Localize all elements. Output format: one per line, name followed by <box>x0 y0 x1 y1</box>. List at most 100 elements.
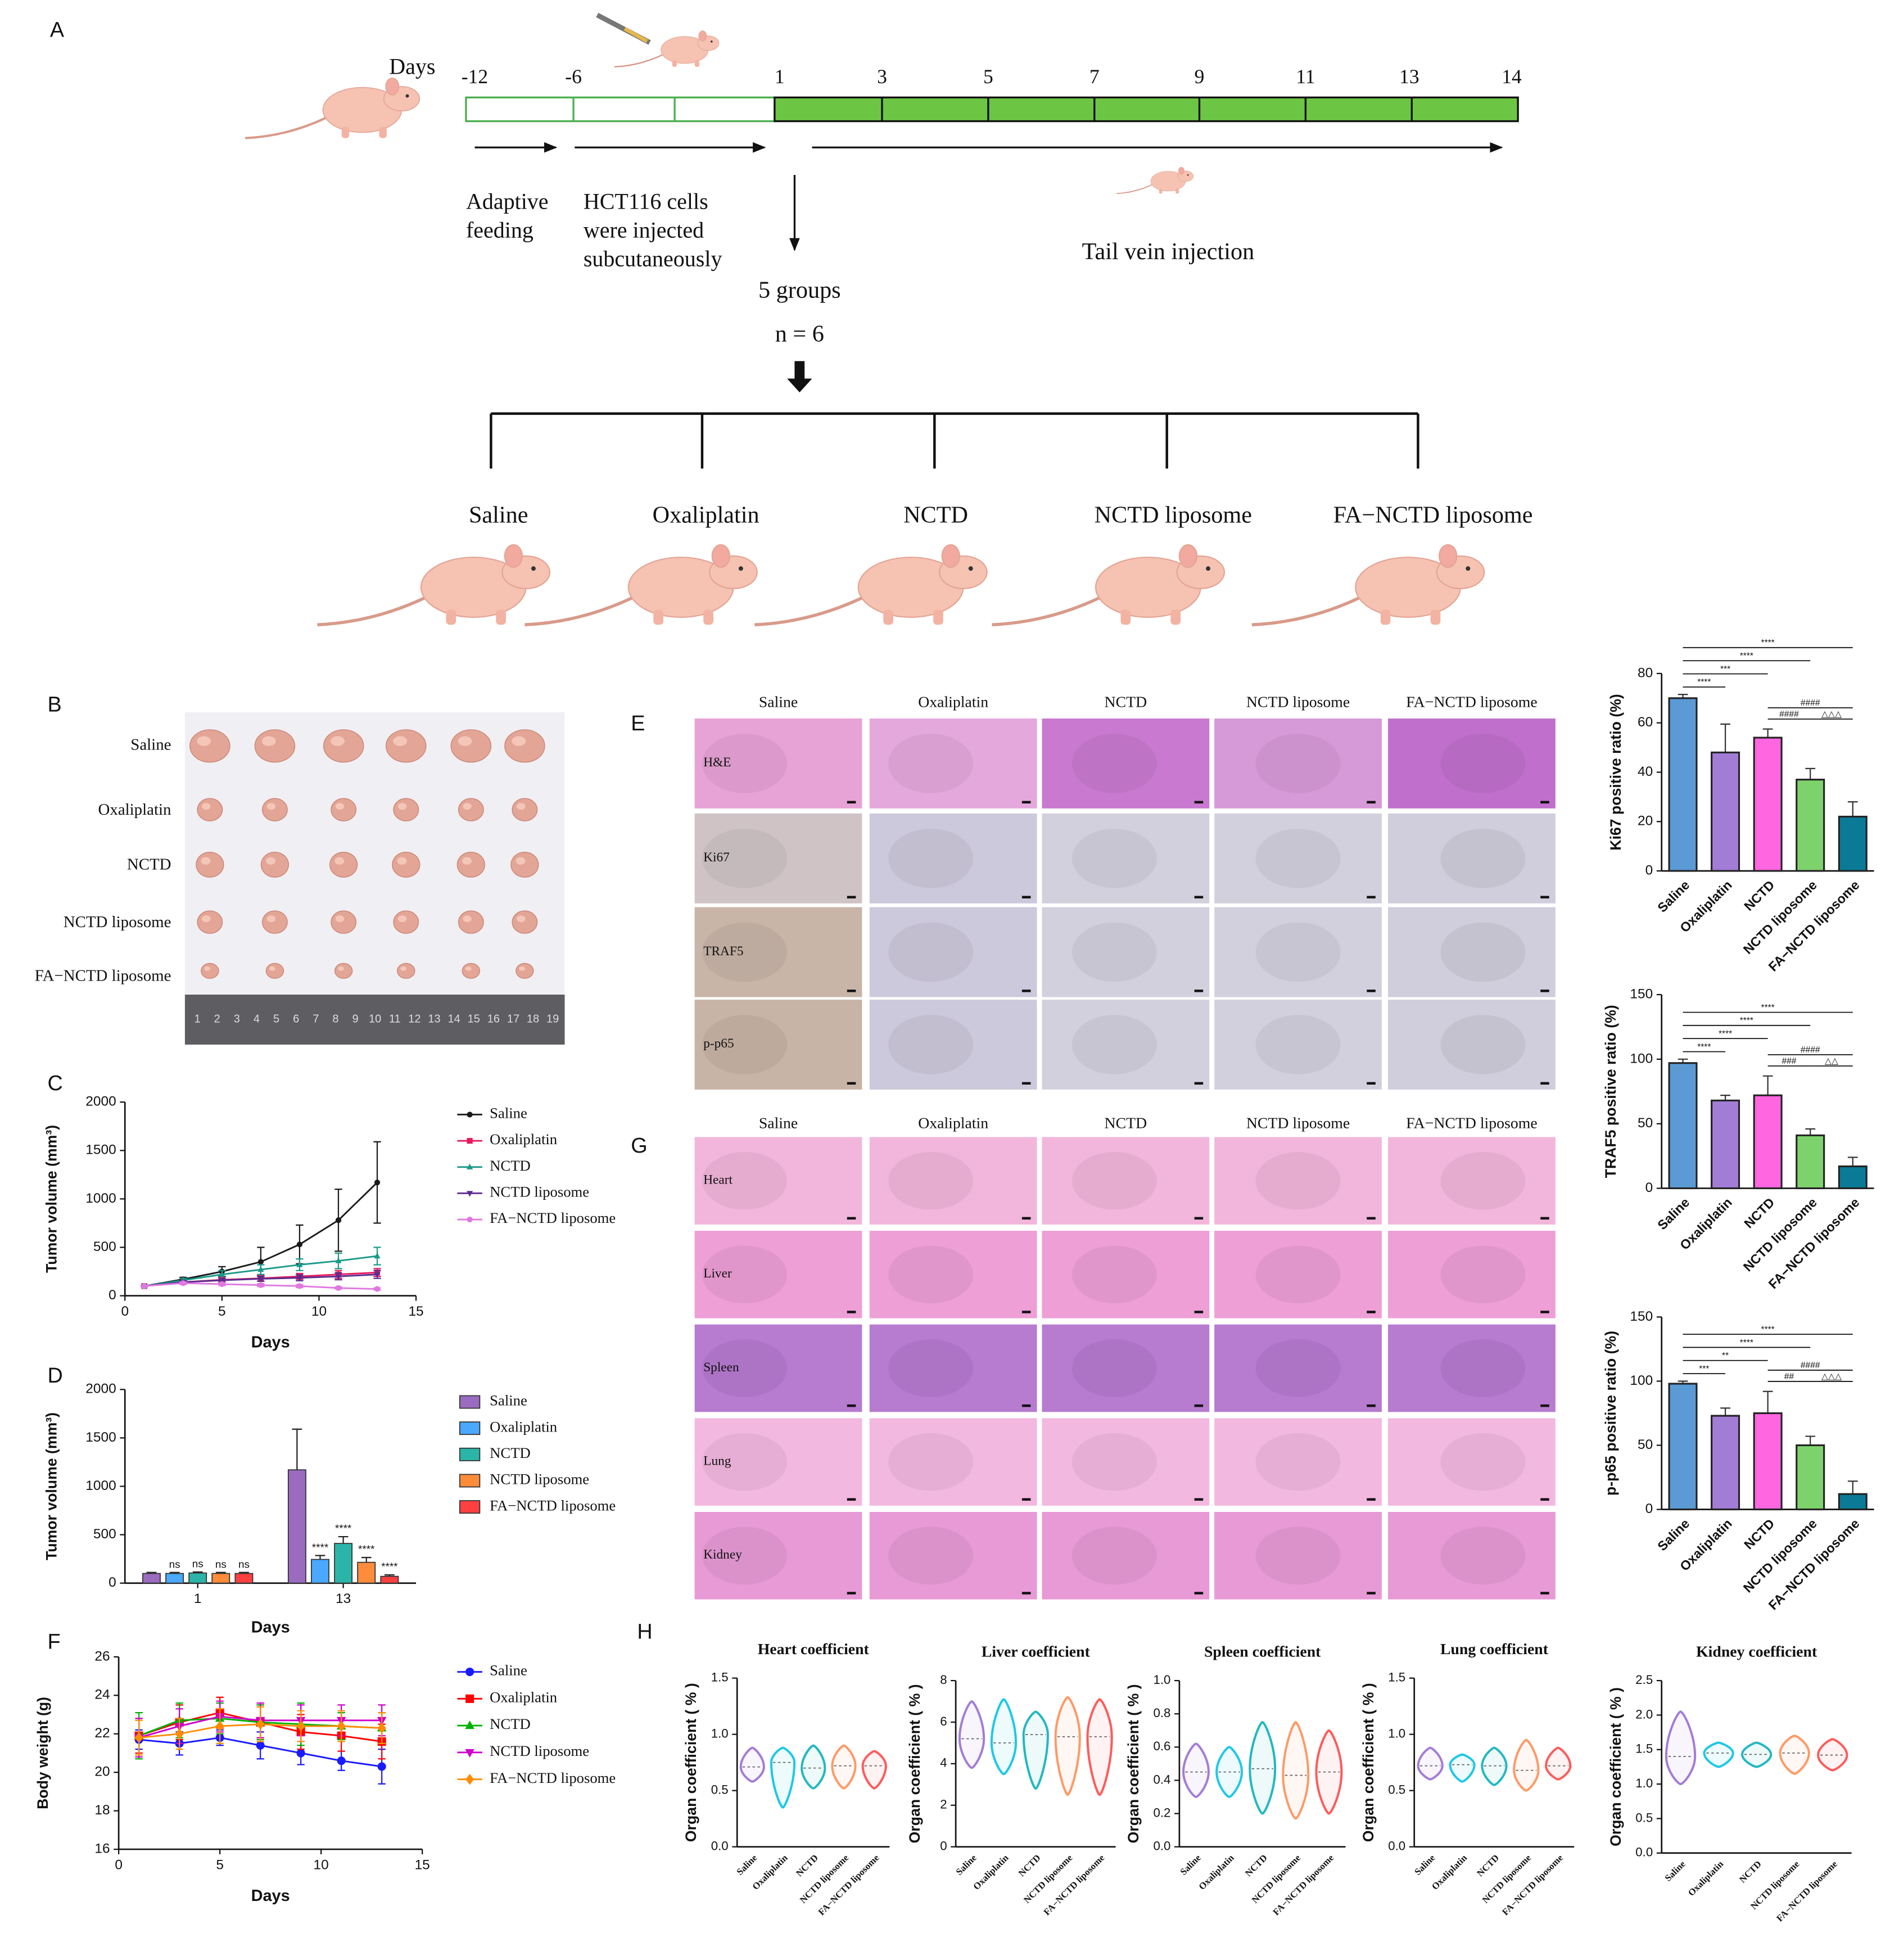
histology-image <box>1388 813 1556 904</box>
significance-label: **** <box>358 1544 375 1556</box>
tumor <box>512 798 538 821</box>
mouse-eye <box>1466 566 1471 571</box>
y-axis-label: p-p65 positive ratio (%) <box>1602 1331 1619 1496</box>
syringe-liquid <box>623 27 648 43</box>
legend-swatch <box>459 1474 481 1488</box>
significance-label: ns <box>169 1559 180 1570</box>
bar <box>1838 1165 1868 1190</box>
timeline-day: -6 <box>565 65 582 88</box>
y-axis-label: Organ coefficient ( % ) <box>1607 1687 1624 1846</box>
histology-image <box>1214 1418 1382 1506</box>
histology-image <box>1042 1231 1210 1318</box>
timeline-day: 11 <box>1296 65 1315 88</box>
histology-texture <box>1440 734 1526 793</box>
marker <box>335 1217 342 1223</box>
bar <box>1668 697 1698 872</box>
mouse-leg <box>1170 609 1181 625</box>
violin <box>1703 1741 1734 1768</box>
histology-image <box>1388 1512 1556 1600</box>
ruler-number: 10 <box>369 1013 381 1026</box>
y-tick-label: 1.0 <box>1635 1776 1653 1790</box>
tumor <box>462 963 481 979</box>
scale-bar <box>1540 801 1549 803</box>
timeline-treatment <box>774 96 1519 123</box>
histology-column: Oxaliplatin <box>918 694 988 711</box>
bar <box>234 1573 254 1584</box>
mouse-leg <box>653 609 664 625</box>
histology-image <box>1214 1324 1382 1412</box>
histology-image <box>1042 813 1210 904</box>
histology-image <box>1214 907 1382 997</box>
legend-label: Saline <box>490 1662 527 1679</box>
histology-texture <box>702 828 788 888</box>
legend-label: NCTD liposome <box>490 1183 589 1200</box>
tumor <box>397 963 415 979</box>
tumor-highlight <box>400 966 407 971</box>
scale-bar <box>1021 1217 1031 1220</box>
tumor <box>456 851 485 878</box>
histology-image <box>1388 718 1556 809</box>
histology-image <box>1042 1512 1210 1600</box>
ruler-number: 17 <box>507 1013 519 1026</box>
x-tick-label: 5 <box>218 1304 226 1319</box>
histology-texture <box>888 828 974 888</box>
histology-texture <box>1071 734 1157 793</box>
y-tick-label: 26 <box>94 1649 110 1664</box>
bar <box>334 1543 353 1584</box>
scale-bar <box>1540 1311 1549 1313</box>
y-tick-label: 2000 <box>85 1381 116 1397</box>
tumor <box>254 729 296 763</box>
histology-image <box>1214 1137 1382 1225</box>
bar <box>1711 751 1740 872</box>
ruler-number: 2 <box>214 1013 220 1026</box>
tumor-highlight <box>397 857 407 865</box>
y-tick-label: 1000 <box>85 1191 116 1206</box>
histology-texture <box>1440 1433 1526 1491</box>
mouse-icon <box>1251 544 1485 626</box>
y-tick-label: 8 <box>940 1673 947 1687</box>
histology-texture <box>1255 1527 1341 1585</box>
panel-letter: F <box>47 1630 60 1654</box>
scale-bar <box>1021 1082 1031 1085</box>
y-tick-label: 1.0 <box>1388 1727 1405 1741</box>
phase-text: subcutaneously <box>584 246 722 272</box>
timeline-day: 13 <box>1399 65 1419 88</box>
histology-texture <box>888 1433 974 1491</box>
histology-texture <box>1255 734 1341 793</box>
mouse-ear <box>1439 544 1458 568</box>
histology-texture <box>702 1527 788 1585</box>
y-tick-label: 80 <box>1638 665 1653 680</box>
histology-row: TRAF5 <box>703 944 743 959</box>
tumor-highlight <box>266 857 276 865</box>
y-tick-label: 0 <box>1645 862 1653 878</box>
histology-texture <box>1440 1151 1526 1210</box>
y-tick-label: 1.5 <box>1635 1742 1653 1756</box>
y-axis-label: Tumor volume (mm³) <box>43 1125 60 1273</box>
tumor <box>260 851 290 878</box>
significance-label: #### <box>1801 698 1820 708</box>
violin <box>861 1750 887 1790</box>
tumor <box>189 729 230 763</box>
tumor-highlight <box>201 857 211 865</box>
scale-bar <box>1367 1217 1376 1220</box>
tumor <box>392 851 421 878</box>
marker <box>467 1112 473 1118</box>
marker <box>377 1722 386 1734</box>
tumor <box>510 851 539 878</box>
phase-text: were injected <box>584 218 704 243</box>
marker <box>467 1137 473 1144</box>
timeline-day: 1 <box>775 65 785 88</box>
histology-image <box>869 1418 1037 1506</box>
significance-label: **** <box>1740 1338 1753 1348</box>
violin <box>1545 1746 1572 1781</box>
histology-texture <box>702 922 788 982</box>
significance-label: ns <box>215 1559 227 1570</box>
scale-bar <box>847 1498 856 1501</box>
histology-image <box>869 907 1037 997</box>
y-tick-label: 2.5 <box>1635 1673 1653 1687</box>
marker <box>296 1261 303 1267</box>
histology-row: Ki67 <box>703 850 730 865</box>
